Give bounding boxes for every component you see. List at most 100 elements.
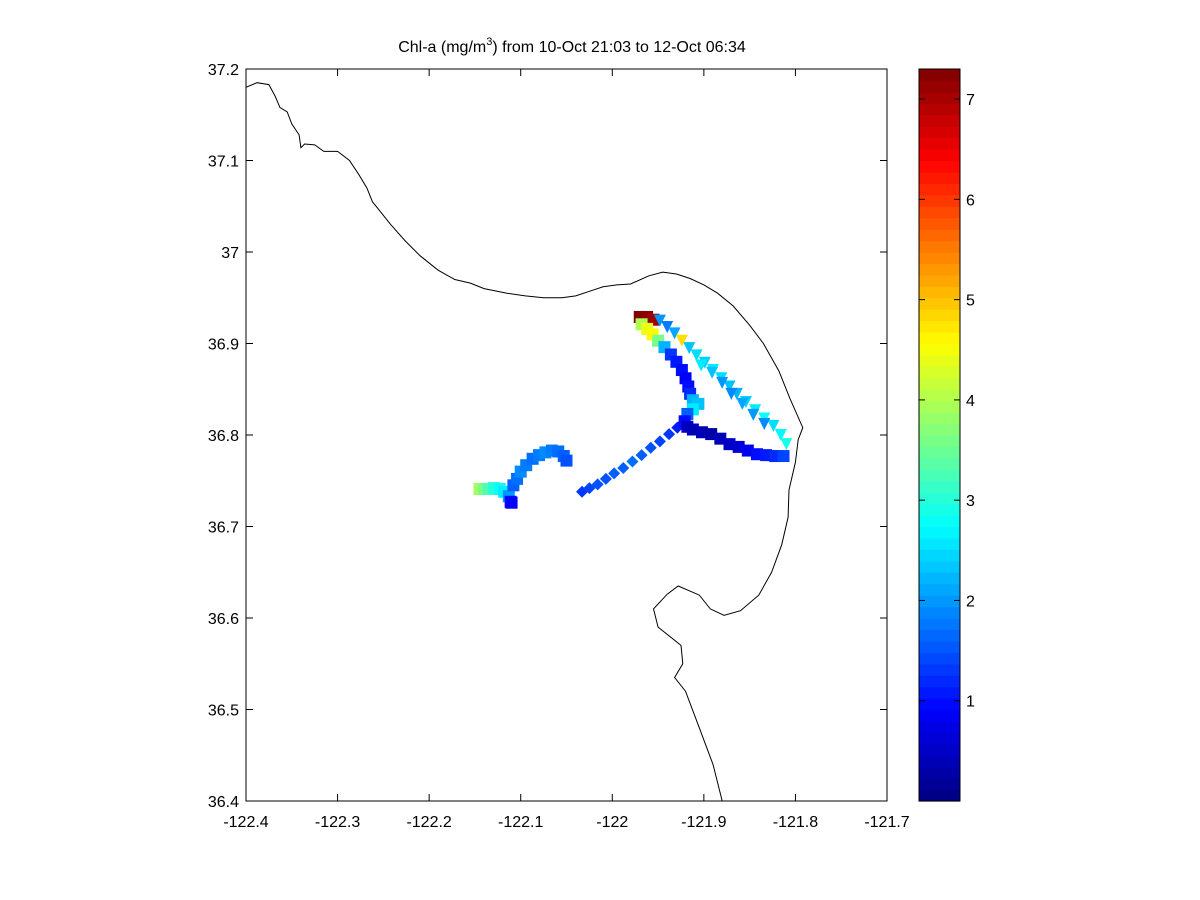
- track-point: [661, 321, 674, 334]
- track-point: [695, 359, 708, 372]
- colorbar-band: [919, 332, 960, 345]
- colorbar-band: [919, 114, 960, 127]
- track-point: [750, 448, 763, 461]
- colorbar-band: [919, 457, 960, 470]
- colorbar-band: [919, 469, 960, 482]
- colorbar-band: [919, 137, 960, 150]
- track-point: [732, 440, 745, 453]
- track-point: [690, 349, 703, 362]
- coastline-layer: [246, 82, 804, 801]
- colorbar-band: [919, 309, 960, 322]
- colorbar-band: [919, 663, 960, 676]
- colorbar-band: [919, 126, 960, 139]
- track-point: [626, 455, 639, 468]
- colorbar-band: [919, 252, 960, 265]
- track-point: [780, 438, 793, 451]
- title-suffix: ) from 10-Oct 21:03 to 12-Oct 06:34: [492, 39, 746, 56]
- colorbar-band: [919, 720, 960, 733]
- colorbar-band: [919, 629, 960, 642]
- colorbar-band: [919, 366, 960, 379]
- colorbar-tick-label: 4: [966, 393, 975, 410]
- colorbar-band: [919, 217, 960, 230]
- colorbar-band: [919, 263, 960, 276]
- track-point: [675, 334, 688, 347]
- colorbar-band: [919, 103, 960, 116]
- x-tick-label: -121.8: [773, 814, 818, 831]
- track-point: [716, 376, 729, 389]
- track-point: [617, 461, 630, 474]
- x-tick-label: -122: [596, 814, 628, 831]
- colorbar-tick-label: 5: [966, 293, 975, 310]
- colorbar-band: [919, 595, 960, 608]
- colorbar-tick-label: 6: [966, 192, 975, 209]
- track-point: [747, 408, 760, 421]
- track-point: [505, 496, 518, 509]
- colorbar-band: [919, 652, 960, 665]
- colorbar-band: [919, 755, 960, 768]
- y-tick-label: 36.6: [208, 611, 239, 628]
- title-prefix: Chl-a (mg/m: [398, 39, 486, 56]
- track-segment: [633, 310, 790, 463]
- colorbar-band: [919, 526, 960, 539]
- colorbar-band: [919, 320, 960, 333]
- colorbar-band: [919, 343, 960, 356]
- track-point: [686, 423, 699, 436]
- colorbar-band: [919, 297, 960, 310]
- colorbar-band: [919, 91, 960, 104]
- colorbar-band: [919, 229, 960, 242]
- colorbar-band: [919, 274, 960, 287]
- colorbar-band: [919, 743, 960, 756]
- y-tick-label: 37.1: [208, 154, 239, 171]
- track-point: [723, 380, 736, 393]
- colorbar-band: [919, 686, 960, 699]
- track-point: [653, 435, 666, 448]
- colorbar-band: [919, 389, 960, 402]
- colorbar-band: [919, 183, 960, 196]
- track-point: [758, 418, 771, 431]
- colorbar-frame: [918, 68, 961, 802]
- track-point: [777, 450, 790, 463]
- y-tick-label: 37: [221, 245, 239, 262]
- y-tick-label: 37.2: [208, 62, 239, 79]
- colorbar-band: [919, 492, 960, 505]
- colorbar-band: [919, 435, 960, 448]
- colorbar-band: [919, 583, 960, 596]
- colorbar-band: [919, 423, 960, 436]
- colorbar-band: [919, 789, 960, 802]
- y-tick-label: 36.5: [208, 703, 239, 720]
- track-point: [683, 342, 696, 355]
- plot-area: [246, 69, 887, 801]
- y-tick-label: 36.9: [208, 337, 239, 354]
- colorbar-band: [919, 354, 960, 367]
- colorbar-band: [919, 732, 960, 745]
- track-point: [714, 432, 727, 445]
- track-point: [599, 472, 612, 485]
- track-point: [696, 426, 709, 439]
- colorbar-band: [919, 698, 960, 711]
- track-segment: [473, 482, 518, 509]
- title-superscript: 3: [486, 36, 492, 48]
- y-tick-label: 36.4: [208, 794, 239, 811]
- colorbar-band: [919, 480, 960, 493]
- colorbar-band: [919, 515, 960, 528]
- colorbar-band: [919, 171, 960, 184]
- chart-title: Chl-a (mg/m3) from 10-Oct 21:03 to 12-Oc…: [398, 36, 746, 56]
- track-point: [736, 397, 749, 410]
- colorbar-band: [919, 537, 960, 550]
- colorbar-band: [919, 149, 960, 162]
- track-point: [560, 454, 573, 467]
- colorbar-band: [919, 286, 960, 299]
- track-point: [635, 449, 648, 462]
- colorbar-band: [919, 675, 960, 688]
- colorbar-band: [919, 377, 960, 390]
- colorbar-band: [919, 206, 960, 219]
- x-tick-label: -121.9: [681, 814, 726, 831]
- colorbar-band: [919, 80, 960, 93]
- colorbar-band: [919, 560, 960, 573]
- x-tick-label: -122.1: [498, 814, 543, 831]
- track-point: [644, 441, 657, 454]
- track-point: [767, 419, 780, 432]
- colorbar-band: [919, 549, 960, 562]
- colorbar-tick-label: 1: [966, 694, 975, 711]
